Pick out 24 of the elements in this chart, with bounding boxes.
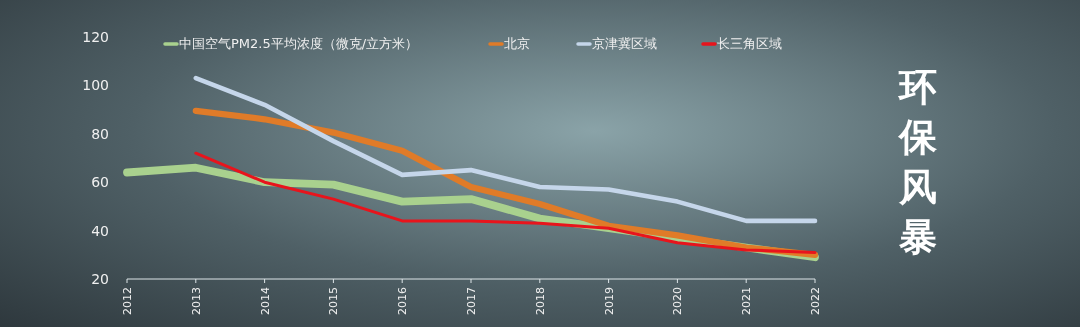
legend-label: 北京 <box>504 36 530 51</box>
y-tick-label: 20 <box>91 271 109 287</box>
y-tick-label: 40 <box>91 222 109 239</box>
x-tick-label: 2014 <box>258 287 272 315</box>
legend-label: 长三角区域 <box>717 36 782 51</box>
y-tick-label: 80 <box>91 125 109 142</box>
text: 环保风暴 <box>897 65 938 259</box>
x-tick-label: 2018 <box>533 287 547 315</box>
y-tick-label: 100 <box>82 77 109 94</box>
legend-label: 京津冀区域 <box>592 36 657 51</box>
line-series <box>193 75 818 224</box>
x-tick-label: 2017 <box>465 287 478 315</box>
x-tick-label: 2016 <box>396 287 410 315</box>
x-tick-label: 2012 <box>121 287 134 315</box>
x-tick-label: 2021 <box>740 287 754 315</box>
x-tick-label: 2013 <box>189 287 203 315</box>
y-tick-label: 60 <box>91 174 109 191</box>
x-tick-label: 2020 <box>671 287 685 315</box>
x-tick-label: 2019 <box>602 287 616 315</box>
x-tick-label: 2022 <box>809 287 822 315</box>
y-tick-label: 120 <box>82 29 109 45</box>
legend-label: 中国空气PM2.5平均浓度（微克/立方米） <box>179 36 419 51</box>
line-series <box>194 151 817 254</box>
x-tick-label: 2015 <box>327 287 341 315</box>
